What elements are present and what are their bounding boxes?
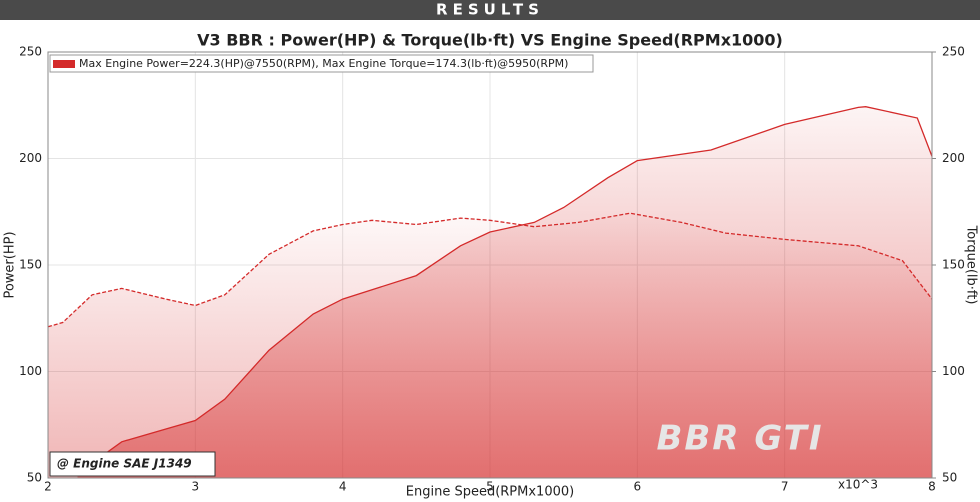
- x-tick-label: 6: [634, 480, 642, 494]
- x-tick-label: 2: [44, 480, 52, 494]
- x-tick-label: 5: [486, 480, 494, 494]
- chart-title: V3 BBR : Power(HP) & Torque(lb·ft) VS En…: [197, 31, 783, 50]
- y2-tick-label: 250: [942, 45, 965, 59]
- series-line: [47, 212, 933, 328]
- legend-text: Max Engine Power=224.3(HP)@7550(RPM), Ma…: [79, 57, 568, 70]
- y-tick-label: 200: [19, 151, 42, 165]
- y-tick-label: 150: [19, 258, 42, 272]
- y2-tick-label: 50: [942, 471, 957, 485]
- legend: [49, 54, 594, 73]
- y2-tick-label: 150: [942, 258, 965, 272]
- y2-axis-label: Torque(lb·ft): [964, 225, 979, 305]
- y-axis-label: Power(HP): [3, 231, 18, 298]
- y-tick-label: 50: [27, 471, 42, 485]
- x-multiplier: x10^3: [838, 478, 878, 492]
- y-tick-label: 250: [19, 45, 42, 59]
- watermark: BBR GTI: [657, 419, 824, 459]
- annotation: @ Engine SAE J1349: [57, 457, 192, 471]
- y2-tick-label: 200: [942, 151, 965, 165]
- legend-swatch: [53, 60, 75, 68]
- area: [48, 213, 932, 478]
- header: RESULTS: [436, 1, 544, 19]
- y-tick-label: 100: [19, 364, 42, 378]
- x-tick-label: 7: [781, 480, 789, 494]
- y2-tick-label: 100: [942, 364, 965, 378]
- annotation-box: [49, 451, 216, 477]
- x-axis-label: Engine Speed(RPMx1000): [406, 485, 574, 500]
- x-tick-label: 3: [192, 480, 200, 494]
- x-tick-label: 4: [339, 480, 347, 494]
- header-bar: [0, 0, 980, 20]
- plot: [47, 51, 933, 479]
- x-tick-label: 8: [928, 480, 936, 494]
